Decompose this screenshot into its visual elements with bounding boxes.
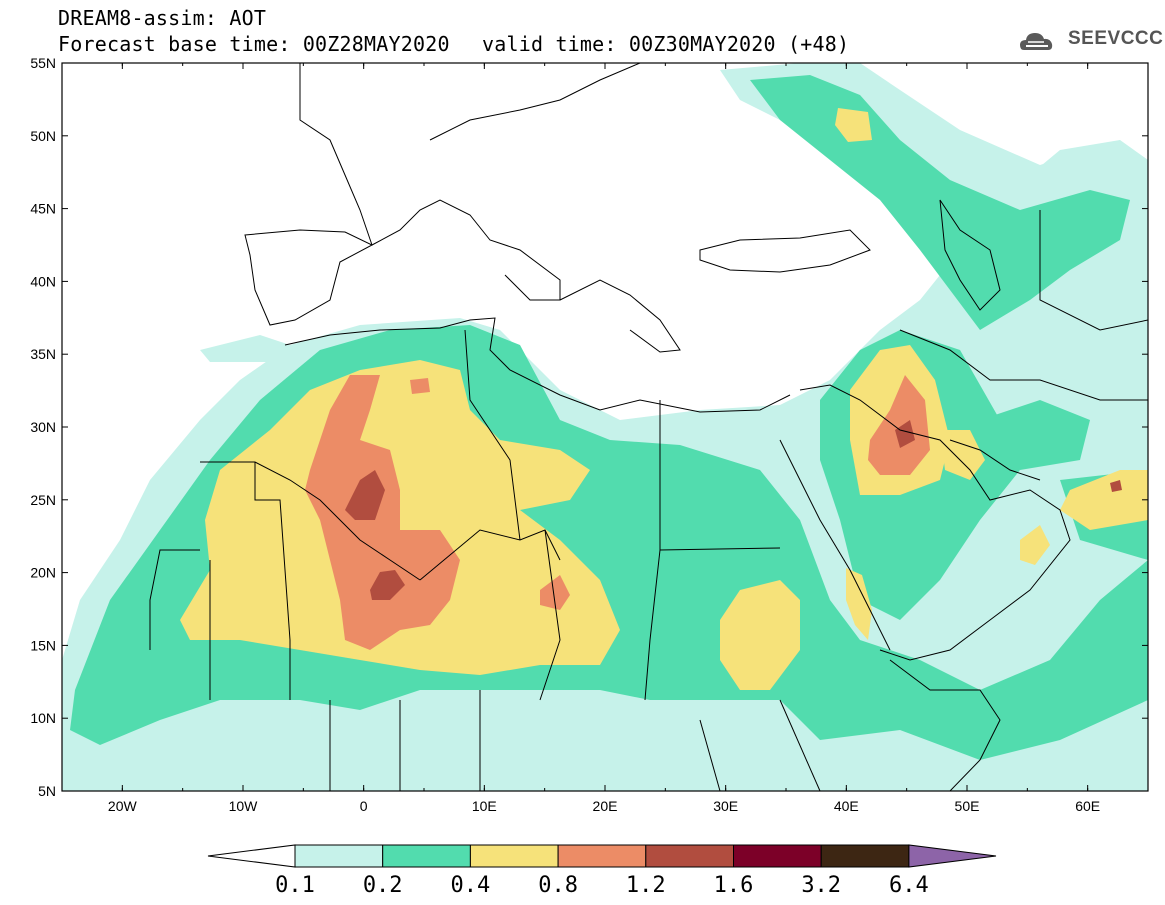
colorbar-swatch-1	[294, 844, 384, 868]
lon-label-0: 0	[360, 798, 368, 814]
longitude-labels: 20W 10W 0 10E 20E 30E 40E 50E 60E	[108, 798, 1100, 814]
colorbar-label-0.1: 0.1	[275, 873, 315, 898]
cloud-icon	[1020, 33, 1053, 50]
colorbar-swatch-4	[557, 844, 647, 868]
lon-label-40E: 40E	[834, 798, 859, 814]
lon-label-10W: 10W	[229, 798, 259, 814]
colorbar-labels: 0.1 0.2 0.4 0.8 1.2 1.6 3.2 6.4	[275, 873, 929, 898]
axis-ticks	[61, 62, 1149, 792]
colorbar-swatches	[207, 844, 997, 868]
colorbar-label-0.8: 0.8	[538, 873, 578, 898]
aot-band-0.8	[305, 375, 930, 650]
lat-label-50N: 50N	[30, 128, 56, 144]
colorbar-label-0.2: 0.2	[363, 873, 403, 898]
colorbar-swatch-5	[645, 844, 734, 868]
aot-map: 5N 10N 15N 20N 25N 30N 35N 40N 45N 50N 55N 20W 10W 0…	[30, 55, 1149, 814]
colorbar-label-1.6: 1.6	[714, 873, 754, 898]
colorbar-label-6.4: 6.4	[889, 873, 929, 898]
lon-label-50E: 50E	[955, 798, 980, 814]
colorbar: 0.1 0.2 0.4 0.8 1.2 1.6 3.2 6.4	[207, 844, 997, 898]
forecast-base-time: Forecast base time: 00Z28MAY2020	[58, 32, 450, 56]
lat-label-45N: 45N	[30, 201, 56, 217]
colorbar-label-1.2: 1.2	[626, 873, 666, 898]
lon-label-30E: 30E	[713, 798, 738, 814]
coastlines	[149, 63, 1148, 791]
lat-label-30N: 30N	[30, 419, 56, 435]
lon-label-60E: 60E	[1075, 798, 1100, 814]
colorbar-label-3.2: 3.2	[801, 873, 841, 898]
colorbar-right-arrow	[908, 844, 997, 868]
aot-band-1.2	[345, 420, 1122, 600]
lat-label-40N: 40N	[30, 273, 56, 289]
lat-label-15N: 15N	[30, 637, 56, 653]
lat-label-25N: 25N	[30, 492, 56, 508]
lat-label-20N: 20N	[30, 565, 56, 581]
lat-label-5N: 5N	[38, 783, 56, 799]
colorbar-left-arrow	[207, 844, 296, 868]
logo-text: SEEVCCC	[1068, 28, 1164, 49]
colorbar-label-0.4: 0.4	[451, 873, 491, 898]
lon-label-20E: 20E	[593, 798, 618, 814]
colorbar-swatch-6	[733, 844, 822, 868]
lat-label-55N: 55N	[30, 55, 56, 71]
valid-time: valid time: 00Z30MAY2020 (+48)	[482, 32, 850, 56]
colorbar-swatch-3	[469, 844, 559, 868]
colorbar-swatch-7	[820, 844, 910, 868]
lat-label-10N: 10N	[30, 710, 56, 726]
lon-label-10E: 10E	[472, 798, 497, 814]
map-title: DREAM8-assim: AOT	[58, 6, 267, 30]
lon-label-20W: 20W	[108, 798, 138, 814]
latitude-labels: 5N 10N 15N 20N 25N 30N 35N 40N 45N 50N 55N	[30, 55, 56, 799]
lat-label-35N: 35N	[30, 346, 56, 362]
colorbar-swatch-2	[382, 844, 471, 868]
